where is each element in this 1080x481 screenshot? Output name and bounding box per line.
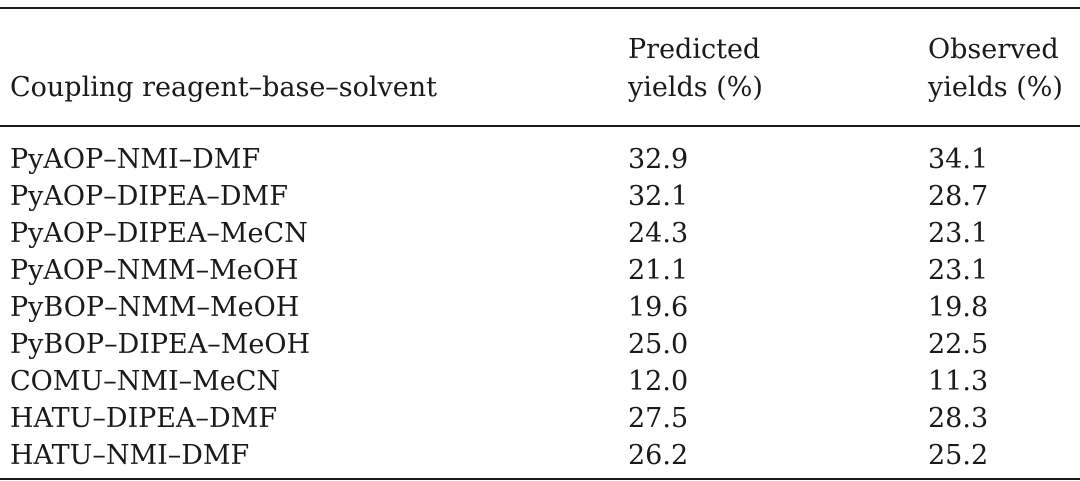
predicted-cell: 27.5	[628, 403, 689, 434]
reagent-cell: COMU–NMI–MeCN	[10, 366, 281, 397]
table-top-rule	[0, 7, 1080, 9]
reagent-cell: HATU–DIPEA–DMF	[10, 403, 278, 434]
header-observed-line2: yields (%)	[928, 72, 1063, 103]
observed-cell: 23.1	[928, 218, 989, 249]
reagent-cell: PyBOP–NMM–MeOH	[10, 292, 300, 323]
reagent-cell: PyAOP–DIPEA–MeCN	[10, 218, 308, 249]
reagent-cell: PyAOP–NMI–DMF	[10, 144, 261, 175]
predicted-cell: 19.6	[628, 292, 689, 323]
predicted-cell: 21.1	[628, 255, 689, 286]
observed-cell: 22.5	[928, 329, 989, 360]
observed-cell: 28.7	[928, 181, 989, 212]
observed-cell: 11.3	[928, 366, 989, 397]
predicted-cell: 25.0	[628, 329, 689, 360]
header-coupling-reagent: Coupling reagent–base–solvent	[10, 72, 438, 103]
reagent-cell: PyAOP–NMM–MeOH	[10, 255, 299, 286]
table-row: PyBOP–NMM–MeOH 19.6 19.8	[0, 291, 1080, 325]
table-row: COMU–NMI–MeCN 12.0 11.3	[0, 365, 1080, 399]
predicted-cell: 24.3	[628, 218, 689, 249]
table-row: PyAOP–DIPEA–DMF 32.1 28.7	[0, 180, 1080, 214]
table-bottom-rule	[0, 478, 1080, 480]
reagent-cell: PyAOP–DIPEA–DMF	[10, 181, 288, 212]
observed-cell: 23.1	[928, 255, 989, 286]
observed-cell: 28.3	[928, 403, 989, 434]
predicted-cell: 32.9	[628, 144, 689, 175]
header-predicted-line2: yields (%)	[628, 72, 763, 103]
header-predicted-line1: Predicted	[628, 34, 761, 65]
table-row: HATU–NMI–DMF 26.2 25.2	[0, 439, 1080, 473]
predicted-cell: 26.2	[628, 440, 689, 471]
table-row: PyAOP–DIPEA–MeCN 24.3 23.1	[0, 217, 1080, 251]
header-observed-line1: Observed	[928, 34, 1059, 65]
reagent-cell: PyBOP–DIPEA–MeOH	[10, 329, 311, 360]
table-row: HATU–DIPEA–DMF 27.5 28.3	[0, 402, 1080, 436]
observed-cell: 19.8	[928, 292, 989, 323]
predicted-cell: 32.1	[628, 181, 689, 212]
predicted-cell: 12.0	[628, 366, 689, 397]
table-row: PyAOP–NMI–DMF 32.9 34.1	[0, 143, 1080, 177]
table-row: PyAOP–NMM–MeOH 21.1 23.1	[0, 254, 1080, 288]
table-header-rule	[0, 125, 1080, 127]
reagent-cell: HATU–NMI–DMF	[10, 440, 250, 471]
observed-cell: 25.2	[928, 440, 989, 471]
table-row: PyBOP–DIPEA–MeOH 25.0 22.5	[0, 328, 1080, 362]
observed-cell: 34.1	[928, 144, 989, 175]
